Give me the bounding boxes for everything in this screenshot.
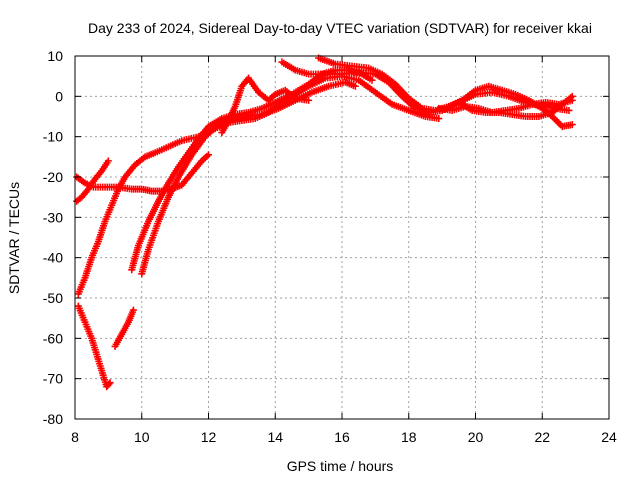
y-tick-label: -30	[43, 209, 63, 225]
data-point	[129, 306, 137, 314]
x-tick-label: 10	[134, 429, 150, 445]
y-tick-label: -60	[43, 330, 63, 346]
y-tick-label: -50	[43, 290, 63, 306]
y-axis-label: SDTVAR / TECUs	[6, 182, 22, 294]
x-tick-label: 14	[267, 429, 283, 445]
y-tick-label: -20	[43, 169, 63, 185]
series-arc-5	[111, 306, 137, 350]
data-point	[351, 82, 359, 90]
data-point	[305, 96, 313, 104]
data-point	[104, 157, 112, 165]
y-tick-label: -40	[43, 250, 63, 266]
x-axis-label: GPS time / hours	[287, 458, 394, 474]
series-arc-3	[74, 72, 443, 298]
series-arc-10	[315, 54, 576, 131]
x-tick-label: 20	[468, 429, 484, 445]
y-tick-label: -80	[43, 411, 63, 427]
series-arc-12	[455, 92, 576, 120]
data-point	[568, 92, 576, 100]
x-tick-label: 22	[534, 429, 550, 445]
data-point	[105, 380, 113, 388]
x-tick-label: 12	[201, 429, 217, 445]
data-point	[205, 151, 212, 159]
data-point	[565, 106, 573, 114]
data-point	[435, 115, 443, 123]
y-tick-label: -70	[43, 371, 63, 387]
x-tick-label: 18	[401, 429, 417, 445]
data-point	[106, 379, 114, 387]
y-tick-label: -10	[43, 129, 63, 145]
series-arc-4	[74, 302, 114, 391]
data-layer	[73, 54, 576, 391]
data-point	[368, 76, 376, 84]
chart-title: Day 233 of 2024, Sidereal Day-to-day VTE…	[88, 20, 592, 36]
data-point	[568, 121, 576, 129]
y-tick-label: 10	[47, 48, 63, 64]
axis-layer: 8 10 12 14 16 18 20 22 24 10 0 -10 -20 -30 -40 -50 -60 -7…	[43, 48, 617, 445]
x-tick-label: 8	[71, 429, 79, 445]
series-arc-6	[128, 66, 376, 274]
x-tick-label: 16	[334, 429, 350, 445]
series-arc-8	[218, 74, 313, 137]
y-tick-label: 0	[55, 88, 63, 104]
series-arc-2	[73, 157, 112, 205]
x-tick-label: 24	[601, 429, 617, 445]
